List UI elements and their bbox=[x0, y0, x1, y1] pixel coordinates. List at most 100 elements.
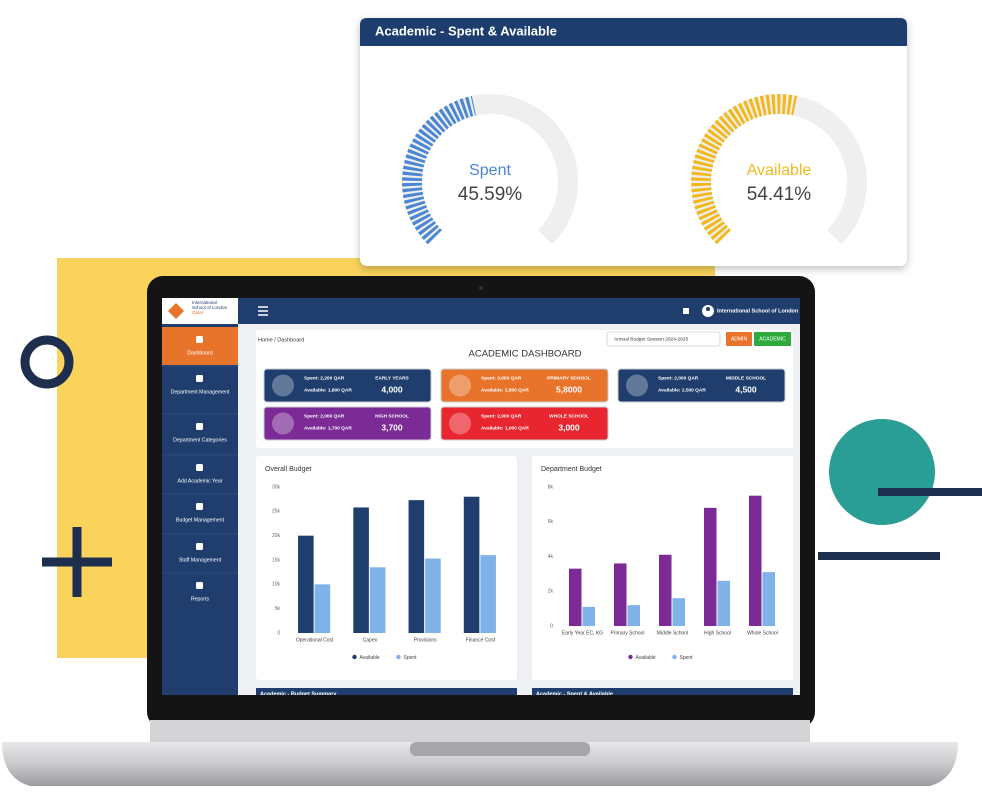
menu-icon bbox=[196, 464, 203, 471]
legend-label: Spent bbox=[680, 655, 694, 661]
legend-swatch bbox=[672, 654, 677, 660]
logo-text: International bbox=[192, 300, 217, 305]
bar bbox=[672, 598, 685, 626]
card-total: 3,000 bbox=[558, 422, 580, 432]
breadcrumb: Home / Dashboard bbox=[258, 337, 304, 343]
laptop-base bbox=[2, 742, 958, 786]
card-total: 4,500 bbox=[735, 384, 757, 394]
popup-header bbox=[360, 18, 907, 46]
y-tick-label: 2k bbox=[548, 589, 554, 595]
menu-icon bbox=[196, 503, 203, 510]
menu-item[interactable]: Budget Management bbox=[176, 517, 225, 523]
button-label: ADMIN bbox=[731, 336, 748, 342]
session-select-text: Annual Budget Session 2024-2025 bbox=[614, 336, 688, 342]
card-spent: Spent: 2,200 QAR bbox=[304, 375, 345, 381]
card-icon bbox=[626, 374, 648, 397]
popup-title: Academic - Spent & Available bbox=[375, 23, 557, 38]
topbar bbox=[238, 298, 800, 324]
y-tick-label: 4k bbox=[548, 554, 554, 560]
menu-toggle[interactable] bbox=[258, 306, 268, 316]
card-name: EARLY YEARS bbox=[375, 375, 409, 381]
menu-icon bbox=[196, 375, 203, 382]
bottom-panel-header bbox=[532, 688, 793, 695]
summary-card bbox=[440, 406, 609, 441]
gauge-value: 45.59% bbox=[458, 184, 523, 205]
menu-icon bbox=[196, 543, 203, 550]
x-tick-label: Primary School bbox=[611, 630, 645, 636]
menu-item[interactable]: Staff Management bbox=[179, 557, 222, 563]
bar bbox=[425, 558, 441, 633]
popup-card bbox=[360, 18, 907, 266]
x-tick-label: Provisions bbox=[414, 637, 438, 643]
card-name: MIDDLE SCHOOL bbox=[726, 375, 766, 381]
bar bbox=[314, 584, 331, 633]
bottom-panel-header bbox=[256, 688, 517, 695]
user-name: International School of London bbox=[717, 308, 799, 314]
summary-card bbox=[617, 368, 786, 403]
legend-label: Spent bbox=[404, 655, 418, 661]
bar bbox=[704, 507, 717, 626]
calendar-icon[interactable] bbox=[683, 308, 689, 314]
legend-swatch bbox=[352, 654, 357, 660]
menu-item[interactable]: Dashboard bbox=[187, 350, 212, 356]
y-tick-label: 10k bbox=[272, 582, 281, 588]
gauge-label: Available bbox=[747, 162, 812, 179]
card-available: Available: 1,000 QAR bbox=[481, 425, 529, 431]
bar bbox=[298, 535, 314, 633]
session-select[interactable] bbox=[606, 331, 721, 347]
panel-title: Academic - Spent & Available bbox=[536, 691, 613, 697]
menu-item[interactable]: Department Categories bbox=[173, 437, 227, 443]
bar bbox=[627, 605, 640, 626]
camera bbox=[479, 286, 483, 290]
card-spent: Spent: 2,000 QAR bbox=[481, 413, 522, 419]
bar bbox=[353, 507, 369, 633]
card-total: 3,700 bbox=[381, 422, 403, 432]
decor-lines bbox=[818, 488, 982, 560]
admin-button[interactable] bbox=[726, 332, 752, 346]
gauge-track bbox=[402, 94, 578, 245]
x-tick-label: Whole School bbox=[747, 630, 778, 636]
decor-ring bbox=[20, 335, 74, 389]
legend-swatch bbox=[396, 654, 401, 660]
bar bbox=[582, 606, 595, 626]
summary-card bbox=[263, 368, 432, 403]
card-spent: Spent: 2,000 QAR bbox=[658, 375, 699, 381]
x-tick-label: Operational Cost bbox=[296, 637, 334, 643]
button-label: ACADEMIC bbox=[759, 336, 786, 342]
y-tick-label: 0 bbox=[550, 623, 553, 629]
summary-card bbox=[440, 368, 609, 403]
y-tick-label: 0 bbox=[277, 630, 280, 636]
card-available: Available: 1,800 QAR bbox=[304, 387, 352, 393]
bar bbox=[659, 554, 672, 626]
menu-active bbox=[162, 327, 238, 365]
menu-item[interactable]: Reports bbox=[191, 596, 210, 602]
card-icon bbox=[272, 374, 294, 397]
card-name: PRIMARY SCHOOL bbox=[547, 375, 591, 381]
card-icon bbox=[449, 374, 471, 397]
gauge-arc bbox=[691, 94, 798, 245]
menu-item[interactable]: Add Academic Year bbox=[178, 478, 223, 484]
x-tick-label: Middle School bbox=[657, 630, 688, 636]
x-tick-label: Finance Cost bbox=[466, 637, 496, 643]
logo-icon bbox=[168, 303, 184, 319]
card-name: HIGH SCHOOL bbox=[375, 413, 409, 419]
panel-title: Academic - Budget Summary bbox=[260, 691, 337, 697]
y-tick-label: 30k bbox=[272, 484, 281, 490]
bar bbox=[749, 495, 762, 626]
bar bbox=[762, 572, 775, 626]
academic-button[interactable] bbox=[754, 332, 791, 346]
decor-circle bbox=[829, 419, 935, 525]
gauge-label: Spent bbox=[469, 162, 511, 179]
laptop-hinge bbox=[150, 720, 810, 742]
menu-item[interactable]: Department Management bbox=[171, 389, 230, 395]
menu-icon bbox=[196, 336, 203, 343]
user-avatar-head bbox=[706, 307, 710, 311]
x-tick-label: High School bbox=[704, 630, 731, 636]
bar bbox=[408, 500, 425, 633]
bar bbox=[569, 568, 582, 626]
bar bbox=[480, 555, 496, 633]
bar bbox=[463, 496, 480, 633]
y-tick-label: 6k bbox=[548, 519, 554, 525]
